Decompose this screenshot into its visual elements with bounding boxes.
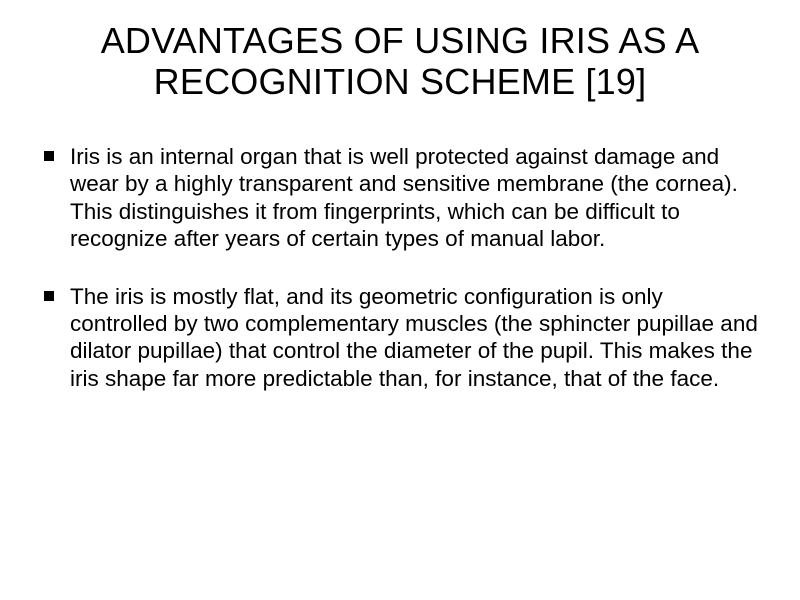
bullet-list: Iris is an internal organ that is well p… — [40, 143, 760, 393]
list-item: Iris is an internal organ that is well p… — [40, 143, 760, 253]
slide-title: ADVANTAGES OF USING IRIS AS A RECOGNITIO… — [40, 20, 760, 103]
list-item: The iris is mostly flat, and its geometr… — [40, 283, 760, 393]
slide: ADVANTAGES OF USING IRIS AS A RECOGNITIO… — [0, 0, 800, 600]
